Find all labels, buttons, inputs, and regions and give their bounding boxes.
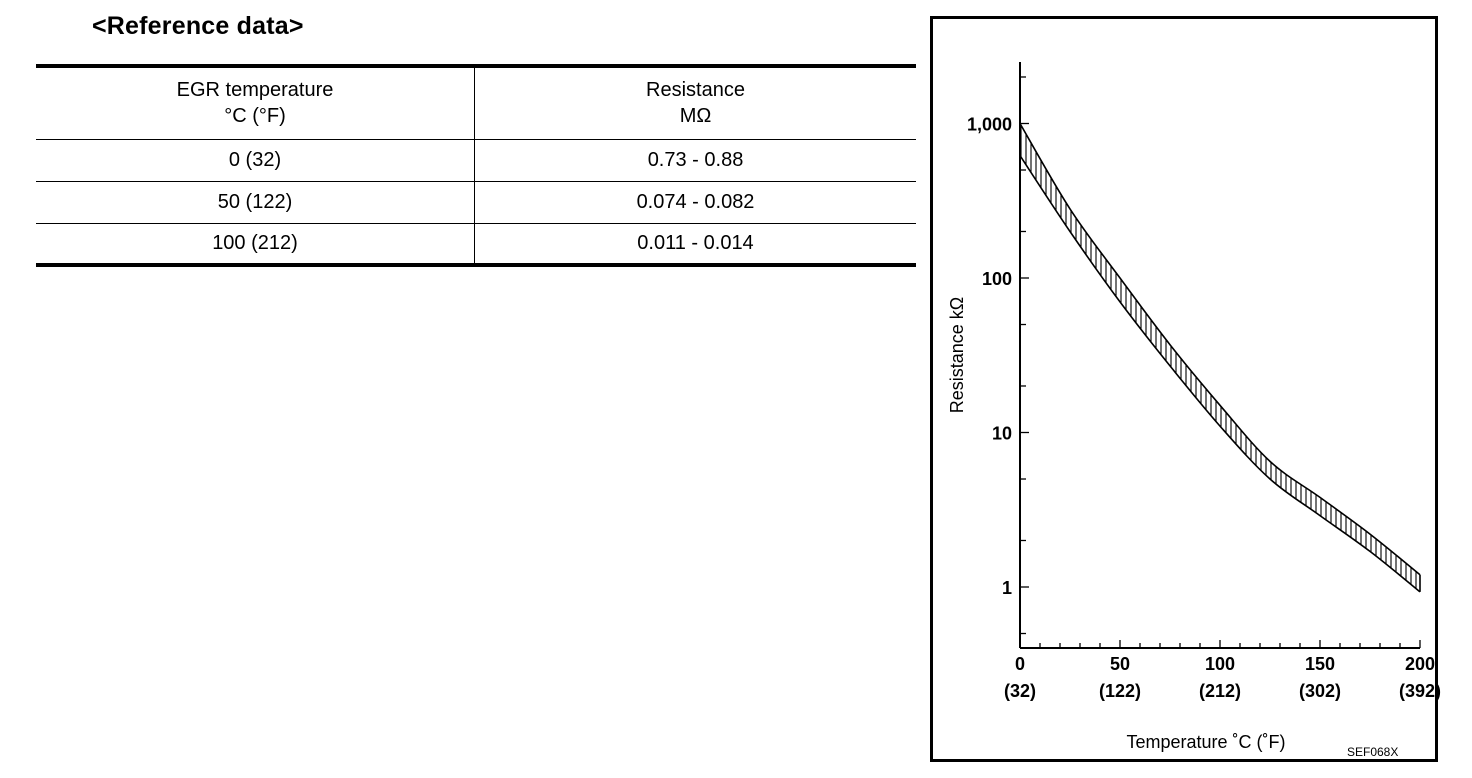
x-tick-sublabel: (302) bbox=[1299, 681, 1341, 701]
cell-temperature: 50 (122) bbox=[36, 181, 475, 224]
reference-data-table: EGR temperature °C (°F) Resistance MΩ 0 … bbox=[36, 64, 916, 267]
x-tick-sublabel: (32) bbox=[1004, 681, 1036, 701]
cell-resistance: 0.011 - 0.014 bbox=[474, 223, 916, 267]
y-tick-label: 100 bbox=[982, 269, 1012, 289]
page-title: <Reference data> bbox=[92, 12, 304, 40]
cell-resistance: 0.73 - 0.88 bbox=[474, 139, 916, 182]
header-egr-temperature: EGR temperature °C (°F) bbox=[36, 64, 475, 140]
figure-code: SEF068X bbox=[1347, 745, 1398, 759]
y-tick-label: 1,000 bbox=[967, 115, 1012, 135]
chart-frame bbox=[930, 16, 1438, 762]
x-tick-sublabel: (212) bbox=[1199, 681, 1241, 701]
x-tick-label: 0 bbox=[1015, 654, 1025, 674]
table-row: 0 (32) 0.73 - 0.88 bbox=[36, 139, 916, 182]
series-upper-line bbox=[1019, 123, 1421, 576]
x-tick-sublabel: (122) bbox=[1099, 681, 1141, 701]
table-row: 100 (212) 0.011 - 0.014 bbox=[36, 223, 916, 267]
x-tick-label: 50 bbox=[1110, 654, 1130, 674]
resistance-band-area bbox=[1020, 123, 1420, 592]
y-tick-label: 1 bbox=[1002, 578, 1012, 598]
x-tick-label: 200 bbox=[1405, 654, 1435, 674]
x-axis-title: Temperature ˚C (˚F) bbox=[1126, 732, 1285, 752]
cell-resistance: 0.074 - 0.082 bbox=[474, 181, 916, 224]
y-axis-title: Resistance kΩ bbox=[947, 297, 967, 414]
header-egr-temperature-label: EGR temperature bbox=[176, 79, 334, 102]
x-tick-sublabel: (392) bbox=[1399, 681, 1441, 701]
cell-temperature: 0 (32) bbox=[36, 139, 475, 182]
x-tick-label: 150 bbox=[1305, 654, 1335, 674]
x-tick-label: 100 bbox=[1205, 654, 1235, 674]
header-resistance-label: Resistance bbox=[646, 79, 745, 102]
table-header-row: EGR temperature °C (°F) Resistance MΩ bbox=[36, 64, 916, 140]
cell-temperature: 100 (212) bbox=[36, 223, 475, 267]
y-tick-label: 10 bbox=[992, 424, 1012, 444]
header-egr-temperature-unit: °C (°F) bbox=[224, 105, 286, 128]
table-row: 50 (122) 0.074 - 0.082 bbox=[36, 181, 916, 224]
header-resistance: Resistance MΩ bbox=[474, 64, 916, 140]
series-lower-line bbox=[1019, 155, 1421, 593]
header-resistance-unit: MΩ bbox=[679, 105, 712, 128]
